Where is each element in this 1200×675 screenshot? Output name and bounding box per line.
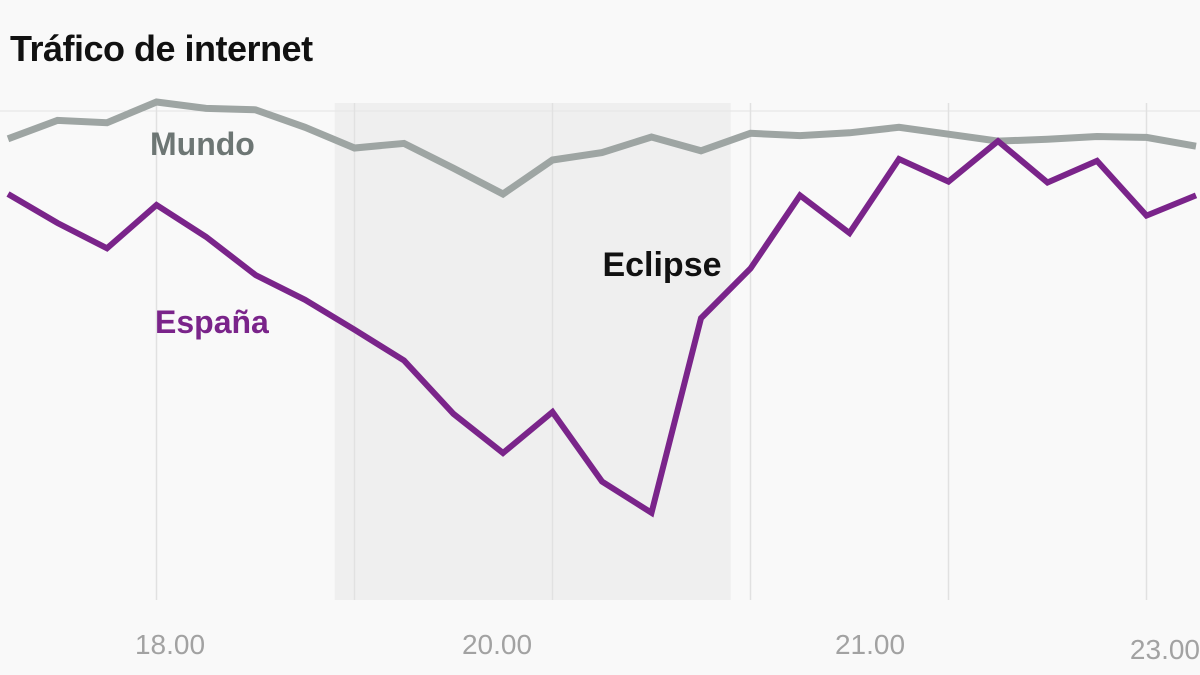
x-tick-label: 20.00	[462, 629, 532, 660]
series-label-mundo: Mundo	[150, 126, 255, 162]
chart-title: Tráfico de internet	[10, 28, 313, 69]
x-tick-label: 23.00	[1130, 634, 1200, 665]
series-label-espana: España	[155, 304, 269, 340]
eclipse-band	[334, 103, 731, 600]
eclipse-label: Eclipse	[602, 246, 721, 284]
x-tick-label: 21.00	[835, 629, 905, 660]
series-line-espana	[6, 137, 1198, 518]
x-tick-label: 18.00	[135, 629, 205, 660]
